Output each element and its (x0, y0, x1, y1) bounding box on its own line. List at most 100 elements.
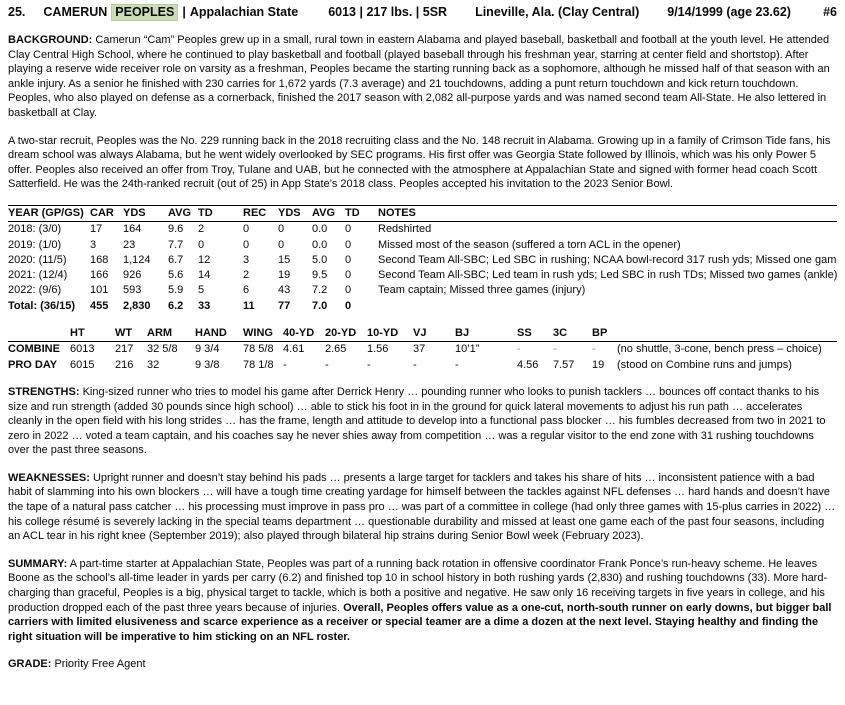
stat-cell: 2019: (1/0) (8, 238, 62, 251)
weaknesses-label: WEAKNESSES: (8, 471, 90, 484)
combine-header-cell: ARM (147, 326, 195, 343)
combine-header-cell: SS (517, 326, 553, 343)
scouting-report-page: 25. CAMERUN PEOPLES | Appalachian State … (8, 4, 837, 671)
combine-cell: - (592, 343, 596, 356)
background-text-2: A two-star recruit, Peoples was the No. … (8, 134, 831, 191)
combine-header-cell: BP (592, 326, 617, 343)
stat-cell: 2020: (11/5) (8, 253, 67, 266)
background-text-1: Camerun “Cam” Peoples grew up in a small… (8, 34, 830, 119)
strengths-paragraph: STRENGTHS: King-sized runner who tries t… (8, 385, 837, 458)
player-jersey-number: #6 (823, 5, 837, 19)
combine-cell: 9 3/4 (195, 343, 220, 356)
combine-header-row: HT WT ARM HAND WING 40-YD 20-YD 10-YD VJ… (8, 326, 837, 343)
stat-notes-cell: Redshirted (378, 223, 432, 236)
strengths-label: STRENGTHS: (8, 385, 80, 398)
stat-cell: 2018: (3/0) (8, 223, 62, 236)
combine-cell: - (517, 343, 521, 356)
combine-cell: - (367, 358, 371, 371)
pro-day-row: PRO DAY 6015 216 32 9 3/8 78 1/8 - - - -… (8, 358, 837, 373)
player-size-line: 6013 | 217 lbs. | 5SR (328, 5, 448, 19)
summary-text: A part-time starter at Appalachian State… (8, 557, 828, 614)
stats-header-cell: TD (345, 204, 378, 223)
weaknesses-text: Upright runner and doesn’t stay behind h… (8, 471, 836, 543)
stat-cell: 2 (243, 269, 250, 282)
stat-cell: 5.0 (312, 253, 328, 266)
player-hometown: Lineville, Ala. (Clay Central) (475, 5, 640, 19)
combine-cell: 78 1/8 (243, 358, 274, 371)
stat-cell: 0 (345, 284, 352, 297)
stat-cell: 6.2 (168, 299, 184, 312)
stats-header-cell: CAR (90, 204, 123, 223)
stat-cell: 0 (345, 299, 352, 312)
combine-cell: 2.65 (325, 343, 347, 356)
stats-header-cell: TD (198, 204, 243, 223)
combine-cell: 10’1” (455, 343, 480, 356)
stat-notes-cell: Team captain; Missed three games (injury… (378, 284, 586, 297)
combine-cell: 78 5/8 (243, 343, 274, 356)
combine-cell: 9 3/8 (195, 358, 220, 371)
stat-cell: 0 (278, 238, 285, 251)
combine-cell: 217 (115, 343, 134, 356)
stat-cell: 23 (123, 238, 136, 251)
player-first-name: CAMERUN (43, 5, 108, 19)
combine-cell: 4.56 (517, 358, 539, 371)
stat-cell: 2 (198, 223, 205, 236)
stat-cell: 0.0 (312, 223, 328, 236)
summary-label: SUMMARY: (8, 557, 68, 570)
stats-header-cell: YDS (278, 204, 312, 223)
combine-cell: 37 (413, 343, 426, 356)
combine-cell: - (413, 358, 417, 371)
stat-cell: 0 (198, 238, 205, 251)
stat-cell: 11 (243, 299, 255, 312)
stats-header-cell: YEAR (GP/GS) (8, 204, 90, 223)
stat-cell: 5.9 (168, 284, 184, 297)
stat-cell: 101 (90, 284, 109, 297)
stat-cell: 6.7 (168, 253, 184, 266)
combine-cell: - (553, 343, 557, 356)
stat-cell: 0 (243, 223, 250, 236)
combine-header-cell: BJ (455, 326, 517, 343)
background-paragraph-2: A two-star recruit, Peoples was the No. … (8, 134, 837, 192)
stat-cell: 15 (278, 253, 291, 266)
combine-note-cell: (no shuttle, 3-cone, bench press – choic… (617, 343, 822, 356)
stat-cell: 926 (123, 269, 142, 282)
stat-cell: 166 (90, 269, 109, 282)
stat-cell: 0 (345, 269, 352, 282)
stat-cell: 0.0 (312, 238, 328, 251)
combine-note-cell: (stood on Combine runs and jumps) (617, 358, 792, 371)
combine-cell: 32 (147, 358, 160, 371)
player-rank: 25. (8, 5, 26, 19)
stat-cell: Total: (36/15) (8, 299, 76, 312)
combine-cell: 19 (592, 358, 605, 371)
player-school: Appalachian State (189, 5, 299, 19)
combine-cell: - (455, 358, 459, 371)
stats-row-2019: 2019: (1/0) 3 23 7.7 0 0 0 0.0 0 Missed … (8, 238, 837, 253)
stat-cell: 7.7 (168, 238, 184, 251)
stat-cell: 14 (198, 269, 211, 282)
stat-cell: 2022: (9/6) (8, 284, 62, 297)
stat-cell: 3 (243, 253, 250, 266)
stat-cell: 0 (243, 238, 250, 251)
stat-cell: 43 (278, 284, 291, 297)
stat-cell: 164 (123, 223, 142, 236)
player-birthdate: 9/14/1999 (age 23.62) (667, 5, 791, 19)
combine-cell: 216 (115, 358, 134, 371)
header-divider: | (182, 5, 186, 19)
stats-row-2021: 2021: (12/4) 166 926 5.6 14 2 19 9.5 0 S… (8, 268, 837, 283)
stat-cell: 7.2 (312, 284, 328, 297)
combine-header-cell: HT (70, 326, 115, 343)
stats-header-cell: AVG (312, 204, 345, 223)
stat-cell: 2,830 (123, 299, 151, 312)
stats-header-cell: YDS (123, 204, 168, 223)
stat-cell: 6 (243, 284, 250, 297)
grade-label: GRADE: (8, 658, 52, 671)
stat-cell: 1,124 (123, 253, 151, 266)
season-stats-table: YEAR (GP/GS) CAR YDS AVG TD REC YDS AVG … (8, 204, 837, 314)
combine-table: HT WT ARM HAND WING 40-YD 20-YD 10-YD VJ… (8, 326, 837, 373)
stat-notes-cell: Missed most of the season (suffered a to… (378, 238, 681, 251)
combine-header-empty (617, 326, 837, 343)
stat-cell: 9.5 (312, 269, 328, 282)
stat-cell: 0 (278, 223, 285, 236)
stat-cell: 593 (123, 284, 142, 297)
strengths-text: King-sized runner who tries to model his… (8, 385, 826, 457)
